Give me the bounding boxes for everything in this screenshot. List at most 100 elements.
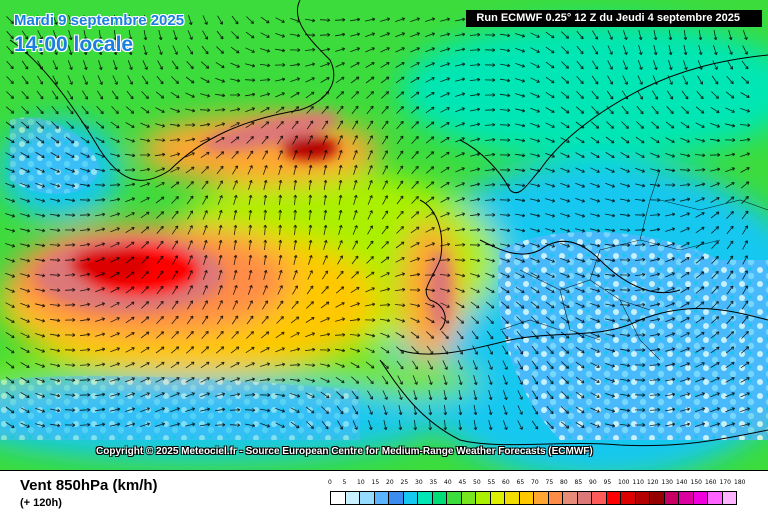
wind-arrow: [473, 420, 478, 431]
wind-arrow: [484, 213, 496, 217]
wind-arrow: [469, 32, 481, 37]
wind-arrow: [352, 240, 358, 250]
wind-arrow: [230, 78, 241, 83]
wind-arrow: [443, 404, 448, 416]
wind-arrow: [665, 407, 676, 412]
wind-arrow: [95, 332, 106, 337]
wind-arrow: [335, 362, 345, 368]
scale-tick-label: 15: [371, 479, 380, 486]
wind-arrow: [305, 392, 315, 398]
wind-arrow: [113, 30, 118, 41]
wind-arrow: [515, 138, 526, 143]
wind-arrow: [64, 287, 76, 292]
wind-arrow: [36, 106, 44, 115]
wind-arrow: [216, 30, 224, 40]
wind-arrow: [338, 164, 343, 175]
wind-arrow: [320, 317, 330, 323]
wind-arrow: [215, 346, 225, 354]
wind-arrow: [410, 32, 421, 38]
wind-arrow: [259, 377, 271, 382]
wind-arrow: [590, 332, 600, 338]
wind-arrow: [741, 210, 749, 220]
wind-arrow: [292, 285, 298, 295]
wind-arrow: [35, 228, 46, 233]
wind-arrow: [290, 332, 300, 338]
wind-arrow: [143, 45, 148, 56]
wind-arrow: [275, 92, 285, 98]
wind-arrow: [725, 107, 735, 113]
wind-arrow: [20, 288, 31, 293]
wind-arrow: [306, 301, 314, 309]
wind-arrow: [260, 92, 271, 97]
wind-arrow: [218, 269, 223, 280]
wind-arrow: [484, 33, 496, 37]
wind-arrow: [620, 183, 631, 188]
wind-arrow: [5, 331, 15, 339]
wind-arrow: [683, 60, 688, 71]
wind-arrow: [698, 45, 703, 56]
wind-arrow: [365, 62, 375, 68]
wind-arrow: [499, 138, 511, 142]
wind-arrow: [291, 120, 299, 130]
wind-arrow: [68, 15, 73, 26]
wind-arrow: [604, 258, 616, 263]
wind-arrow: [607, 45, 613, 55]
wind-arrow: [49, 303, 61, 308]
scale-tick-label: 30: [415, 479, 423, 486]
wind-arrow: [455, 122, 466, 128]
wind-arrow: [308, 179, 313, 190]
wind-arrow: [259, 63, 271, 68]
wind-arrow: [5, 137, 15, 143]
wind-arrow: [443, 375, 448, 386]
wind-arrow: [381, 120, 389, 130]
wind-arrow: [171, 210, 179, 220]
wind-arrow: [545, 242, 556, 248]
wind-arrow: [619, 258, 631, 262]
wind-arrow: [95, 227, 106, 232]
scale-color-swatch: [446, 491, 462, 505]
wind-arrow: [259, 393, 271, 397]
wind-arrow: [470, 92, 481, 97]
wind-arrow: [20, 317, 30, 323]
wind-arrow: [470, 182, 481, 187]
wind-arrow: [5, 228, 16, 233]
wind-arrow: [304, 363, 316, 368]
wind-arrow: [665, 347, 676, 352]
wind-arrow: [484, 197, 496, 202]
wind-arrow: [665, 242, 676, 248]
wind-arrow: [67, 90, 73, 100]
wind-arrow: [395, 32, 406, 38]
wind-arrow: [350, 302, 361, 308]
wind-arrow: [155, 422, 166, 427]
wind-arrow: [710, 167, 721, 172]
wind-arrow: [473, 390, 478, 401]
wind-arrow: [575, 272, 586, 278]
wind-arrow: [98, 30, 103, 41]
wind-arrow: [156, 225, 164, 234]
wind-arrow: [64, 242, 76, 247]
wind-arrow: [575, 152, 585, 158]
wind-arrow: [590, 288, 601, 293]
wind-arrow: [83, 30, 88, 41]
wind-arrow: [724, 138, 736, 142]
wind-arrow: [263, 209, 268, 221]
wind-arrow: [308, 254, 313, 265]
wind-arrow: [338, 224, 343, 235]
wind-arrow: [5, 272, 16, 278]
wind-arrow: [276, 121, 284, 129]
wind-arrow: [709, 153, 721, 157]
wind-arrow: [590, 303, 601, 308]
wind-arrow: [155, 182, 165, 188]
wind-arrow: [650, 332, 661, 337]
wind-arrow: [680, 227, 690, 233]
wind-arrow: [293, 224, 298, 236]
wind-arrow: [80, 317, 91, 322]
wind-arrow: [125, 286, 135, 294]
wind-arrow: [112, 75, 118, 85]
wind-arrow: [216, 315, 224, 325]
wind-arrow: [128, 30, 133, 41]
wind-arrow: [530, 122, 541, 128]
wind-arrow: [726, 240, 734, 250]
wind-arrow: [65, 167, 76, 173]
wind-arrow: [201, 180, 209, 190]
